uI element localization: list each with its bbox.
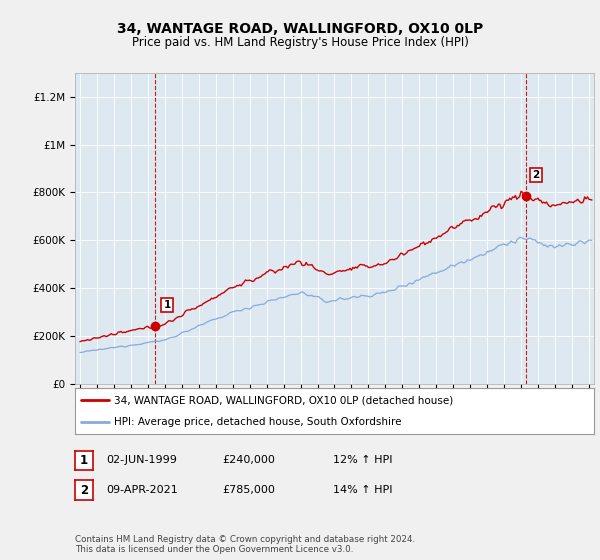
Text: 02-JUN-1999: 02-JUN-1999 [106,455,177,465]
Text: 34, WANTAGE ROAD, WALLINGFORD, OX10 0LP: 34, WANTAGE ROAD, WALLINGFORD, OX10 0LP [117,22,483,36]
Text: 1: 1 [164,300,171,310]
Text: 1: 1 [80,454,88,467]
Text: 09-APR-2021: 09-APR-2021 [106,485,178,495]
Text: £785,000: £785,000 [222,485,275,495]
Text: Contains HM Land Registry data © Crown copyright and database right 2024.
This d: Contains HM Land Registry data © Crown c… [75,535,415,554]
Text: 12% ↑ HPI: 12% ↑ HPI [333,455,392,465]
Text: 2: 2 [532,170,539,180]
Text: 14% ↑ HPI: 14% ↑ HPI [333,485,392,495]
Text: 34, WANTAGE ROAD, WALLINGFORD, OX10 0LP (detached house): 34, WANTAGE ROAD, WALLINGFORD, OX10 0LP … [114,395,453,405]
Text: HPI: Average price, detached house, South Oxfordshire: HPI: Average price, detached house, Sout… [114,417,401,427]
Text: Price paid vs. HM Land Registry's House Price Index (HPI): Price paid vs. HM Land Registry's House … [131,36,469,49]
Text: 2: 2 [80,483,88,497]
Text: £240,000: £240,000 [222,455,275,465]
